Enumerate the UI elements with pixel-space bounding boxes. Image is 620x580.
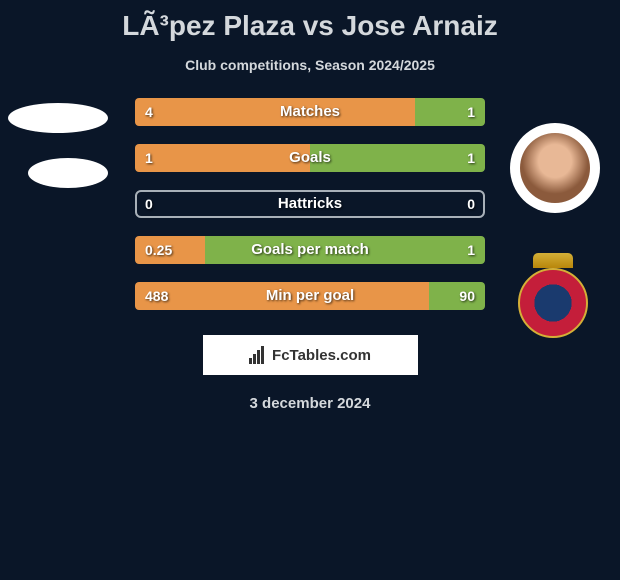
- stat-label: Matches: [135, 98, 485, 126]
- page-title: LÃ³pez Plaza vs Jose Arnaiz: [0, 10, 620, 42]
- stat-value-right: 1: [467, 236, 475, 264]
- stat-value-right: 1: [467, 144, 475, 172]
- left-player-badges: [8, 103, 108, 188]
- date-label: 3 december 2024: [0, 395, 620, 412]
- branding-text: FcTables.com: [272, 347, 371, 364]
- stat-label: Min per goal: [135, 282, 485, 310]
- stat-value-right: 0: [467, 190, 475, 218]
- player-photo: [510, 123, 600, 213]
- club-crest: [510, 253, 595, 338]
- stat-value-right: 1: [467, 98, 475, 126]
- comparison-card: LÃ³pez Plaza vs Jose Arnaiz Club competi…: [0, 0, 620, 422]
- branding-badge: FcTables.com: [203, 335, 418, 375]
- crest-body-icon: [518, 268, 588, 338]
- stat-row: 1Goals1: [135, 144, 485, 172]
- stat-row: 488Min per goal90: [135, 282, 485, 310]
- chart-icon: [249, 346, 267, 364]
- crest-crown-icon: [533, 253, 573, 268]
- player-avatar-placeholder-1: [8, 103, 108, 133]
- stat-bars: 4Matches11Goals10Hattricks00.25Goals per…: [135, 98, 485, 310]
- subtitle: Club competitions, Season 2024/2025: [0, 57, 620, 73]
- stat-row: 4Matches1: [135, 98, 485, 126]
- stat-label: Hattricks: [135, 190, 485, 218]
- stat-row: 0Hattricks0: [135, 190, 485, 218]
- right-player-badges: [510, 123, 600, 338]
- stat-value-right: 90: [459, 282, 475, 310]
- stat-label: Goals per match: [135, 236, 485, 264]
- player-avatar-placeholder-2: [28, 158, 108, 188]
- stats-area: 4Matches11Goals10Hattricks00.25Goals per…: [0, 98, 620, 310]
- stat-row: 0.25Goals per match1: [135, 236, 485, 264]
- stat-label: Goals: [135, 144, 485, 172]
- face-icon: [520, 133, 590, 203]
